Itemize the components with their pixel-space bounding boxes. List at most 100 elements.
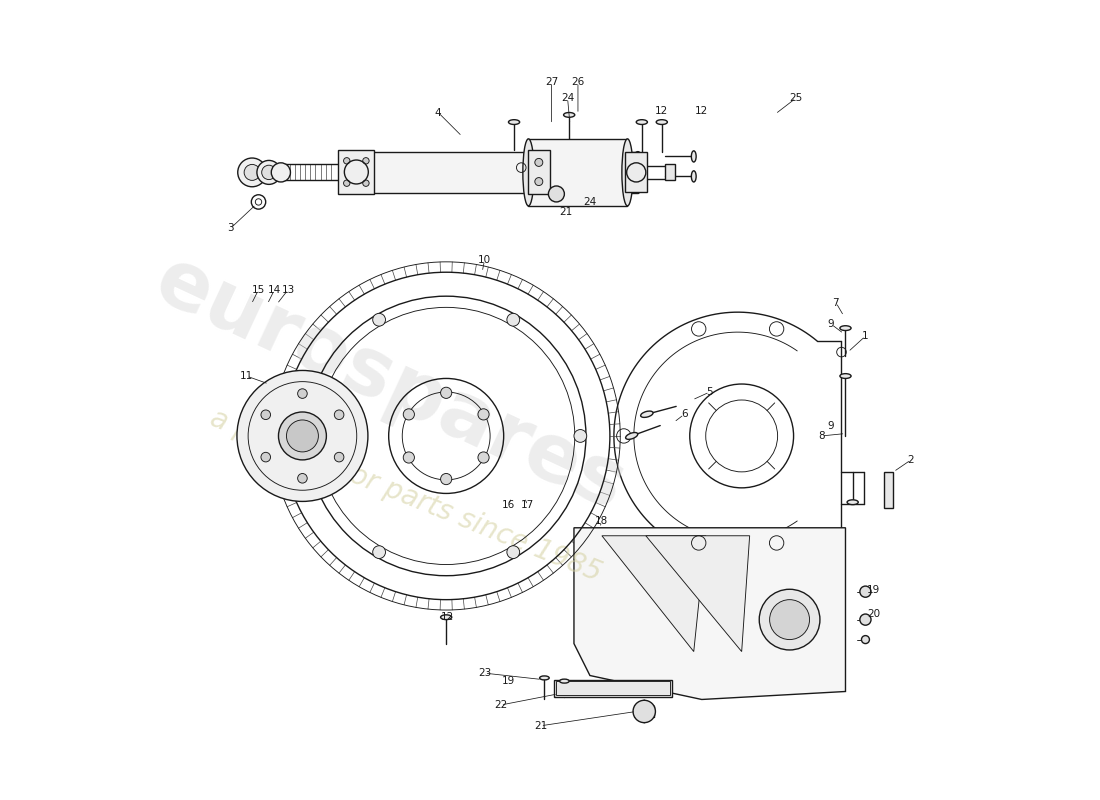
Circle shape	[535, 158, 542, 166]
Circle shape	[363, 158, 370, 164]
Circle shape	[441, 387, 452, 398]
Text: 13: 13	[282, 285, 295, 294]
Text: 24: 24	[583, 197, 596, 207]
Text: a passion for parts since 1985: a passion for parts since 1985	[207, 404, 606, 587]
Circle shape	[404, 409, 415, 420]
Text: 23: 23	[477, 668, 491, 678]
Ellipse shape	[840, 326, 851, 330]
Text: 16: 16	[502, 501, 515, 510]
Text: 8: 8	[818, 431, 825, 441]
Polygon shape	[574, 528, 846, 699]
Polygon shape	[258, 392, 330, 480]
Text: 19: 19	[502, 676, 515, 686]
Circle shape	[343, 180, 350, 186]
Circle shape	[343, 158, 350, 164]
Circle shape	[373, 546, 385, 558]
Ellipse shape	[692, 151, 696, 162]
Ellipse shape	[621, 139, 634, 206]
Circle shape	[477, 452, 490, 463]
Ellipse shape	[563, 113, 575, 118]
Ellipse shape	[441, 615, 452, 620]
Circle shape	[238, 158, 266, 186]
Text: 22: 22	[494, 700, 507, 710]
Text: 1: 1	[862, 331, 869, 341]
Circle shape	[507, 546, 519, 558]
Ellipse shape	[626, 433, 638, 439]
Text: 12: 12	[656, 106, 669, 116]
Ellipse shape	[630, 152, 645, 193]
Circle shape	[441, 474, 452, 485]
Bar	[625, 153, 648, 192]
Bar	[554, 679, 672, 697]
Text: 24: 24	[561, 93, 574, 103]
Ellipse shape	[636, 120, 648, 125]
Circle shape	[860, 586, 871, 598]
Text: 25: 25	[790, 93, 803, 103]
Circle shape	[404, 452, 415, 463]
Ellipse shape	[657, 120, 668, 125]
Ellipse shape	[640, 411, 653, 418]
Circle shape	[298, 389, 307, 398]
Circle shape	[272, 163, 290, 182]
Polygon shape	[602, 536, 706, 651]
Text: 2: 2	[908, 455, 914, 465]
Text: 21: 21	[559, 207, 573, 218]
Bar	[339, 150, 374, 194]
Circle shape	[861, 635, 869, 643]
Circle shape	[262, 166, 276, 179]
Text: 20: 20	[867, 609, 880, 619]
Circle shape	[261, 410, 271, 419]
Ellipse shape	[508, 120, 519, 125]
Circle shape	[759, 590, 820, 650]
Text: 19: 19	[867, 585, 880, 595]
Text: 18: 18	[595, 516, 608, 526]
Circle shape	[261, 452, 271, 462]
Text: 26: 26	[571, 77, 584, 87]
Text: 3: 3	[228, 223, 234, 234]
Text: eurospares: eurospares	[143, 241, 638, 527]
Text: 11: 11	[240, 371, 253, 381]
Text: 10: 10	[478, 255, 491, 266]
Polygon shape	[646, 536, 750, 651]
Bar	[528, 139, 627, 206]
Circle shape	[334, 410, 344, 419]
Circle shape	[244, 165, 260, 180]
Ellipse shape	[560, 679, 569, 683]
Text: 27: 27	[544, 77, 558, 87]
Ellipse shape	[692, 170, 696, 182]
Circle shape	[286, 420, 318, 452]
Bar	[666, 165, 674, 180]
Circle shape	[549, 186, 564, 202]
Circle shape	[770, 600, 810, 639]
Ellipse shape	[847, 500, 858, 505]
Ellipse shape	[540, 676, 549, 680]
Circle shape	[535, 178, 542, 186]
Ellipse shape	[522, 139, 534, 206]
Text: 7: 7	[833, 298, 839, 307]
Circle shape	[477, 409, 490, 420]
Bar	[883, 472, 893, 508]
Bar	[557, 681, 670, 695]
Circle shape	[634, 700, 656, 722]
Text: 9: 9	[828, 421, 835, 430]
Text: 21: 21	[534, 721, 547, 731]
Circle shape	[306, 430, 318, 442]
Circle shape	[373, 314, 385, 326]
Text: 4: 4	[434, 107, 441, 118]
Circle shape	[363, 180, 370, 186]
Text: 9: 9	[828, 319, 835, 329]
Bar	[528, 150, 550, 194]
Text: 6: 6	[681, 410, 688, 419]
Text: 12: 12	[441, 612, 454, 622]
Circle shape	[278, 412, 327, 460]
Ellipse shape	[840, 374, 851, 378]
Text: 5: 5	[706, 387, 713, 397]
Circle shape	[298, 474, 307, 483]
Circle shape	[257, 161, 280, 184]
Text: 14: 14	[268, 285, 282, 294]
Text: 15: 15	[252, 285, 265, 294]
Circle shape	[236, 370, 367, 502]
Text: 12: 12	[695, 106, 708, 116]
Circle shape	[860, 614, 871, 626]
Circle shape	[334, 452, 344, 462]
